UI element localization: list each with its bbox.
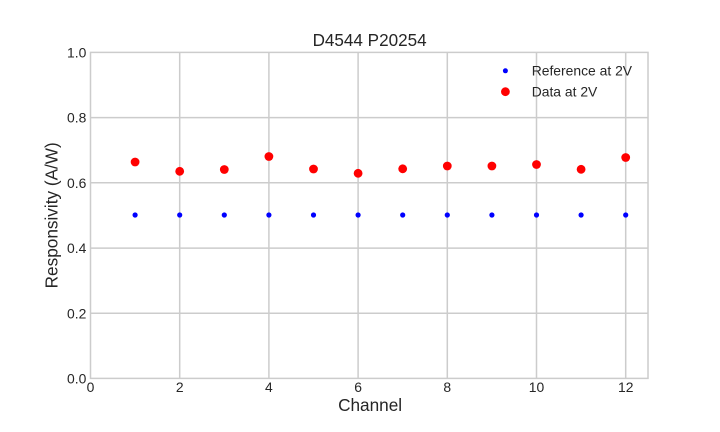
svg-text:1.0: 1.0: [67, 44, 87, 60]
svg-text:0.2: 0.2: [67, 305, 87, 321]
svg-text:Channel: Channel: [338, 395, 402, 415]
svg-text:2: 2: [176, 379, 184, 395]
svg-text:6: 6: [354, 379, 362, 395]
svg-text:D4544 P20254: D4544 P20254: [313, 31, 427, 50]
svg-text:0.4: 0.4: [67, 240, 87, 256]
svg-text:4: 4: [265, 379, 273, 395]
svg-text:Responsivity (A/W): Responsivity (A/W): [41, 142, 61, 288]
svg-text:0.8: 0.8: [67, 110, 87, 126]
svg-text:0.6: 0.6: [67, 175, 87, 191]
svg-text:8: 8: [443, 379, 451, 395]
svg-text:0.0: 0.0: [67, 370, 87, 386]
svg-text:Data at 2V: Data at 2V: [532, 84, 598, 100]
svg-text:10: 10: [529, 379, 545, 395]
svg-text:Reference at 2V: Reference at 2V: [532, 63, 633, 79]
svg-text:0: 0: [87, 379, 95, 395]
svg-text:12: 12: [618, 379, 634, 395]
